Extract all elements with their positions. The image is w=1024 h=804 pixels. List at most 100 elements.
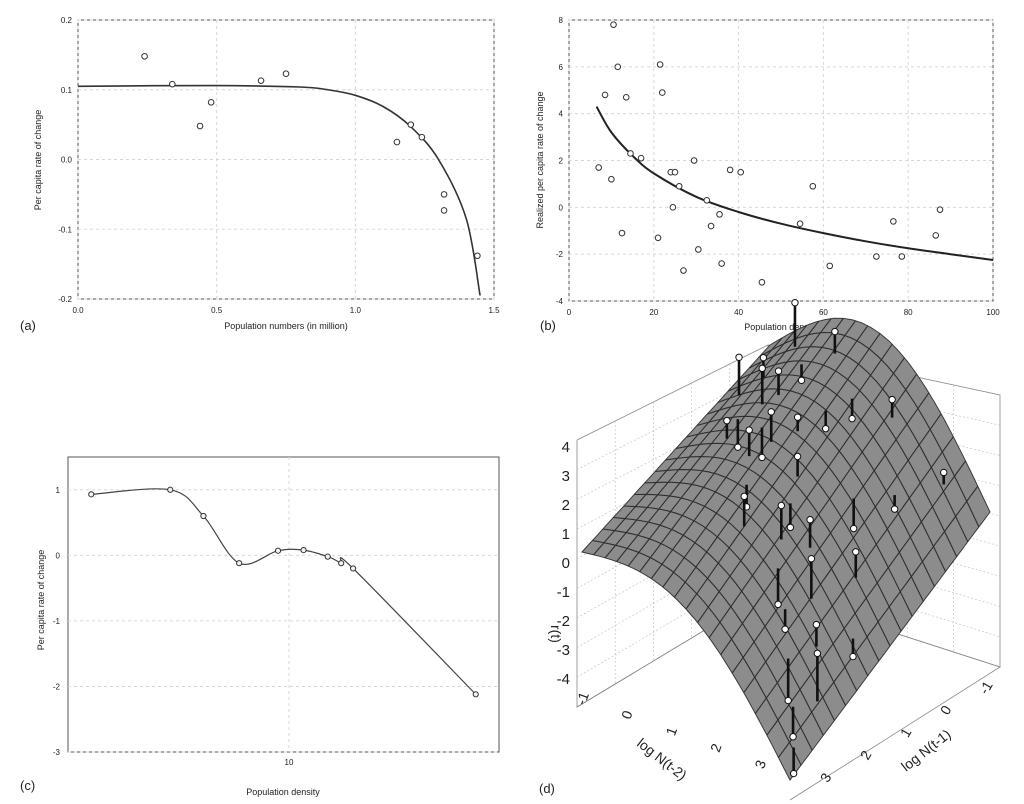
observation-point bbox=[758, 453, 766, 462]
data-point bbox=[601, 91, 609, 99]
x-tick-label: 60 bbox=[819, 308, 828, 317]
data-point bbox=[324, 553, 331, 560]
observation-point bbox=[806, 516, 814, 524]
fit-curve bbox=[77, 84, 481, 296]
data-point bbox=[703, 197, 711, 204]
observation-point bbox=[734, 443, 742, 451]
x-tick-label: 1.0 bbox=[350, 306, 362, 315]
y-tick-label: 3 bbox=[817, 770, 835, 785]
z-tick-label: -4 bbox=[557, 671, 570, 688]
observation-point bbox=[890, 505, 899, 513]
data-point bbox=[610, 21, 617, 28]
data-point bbox=[654, 234, 662, 242]
observation-point bbox=[786, 523, 795, 532]
data-point bbox=[669, 204, 677, 211]
y-tick-label: -4 bbox=[556, 297, 564, 306]
panel-label: (c) bbox=[20, 778, 35, 793]
observation-point bbox=[849, 652, 857, 661]
data-point bbox=[88, 491, 95, 498]
data-point bbox=[141, 52, 148, 60]
data-point bbox=[658, 89, 666, 96]
observation-point bbox=[940, 468, 948, 477]
x-tick-label: 100 bbox=[986, 308, 1000, 317]
data-point bbox=[680, 267, 687, 274]
data-point bbox=[690, 157, 698, 164]
panel-d: 4 3 2 1 0 -1 -2 -3 -4 -1 0 1 2 3 -1 0 1 2 3 r(t) log N(t… bbox=[539, 299, 1001, 801]
x-tick-label: 10 bbox=[285, 758, 294, 767]
wall-gridline bbox=[576, 536, 769, 648]
data-point bbox=[796, 220, 804, 228]
observation-point bbox=[774, 367, 783, 375]
y-tick-label: 2 bbox=[857, 747, 875, 762]
data-point bbox=[440, 207, 448, 214]
observation-point bbox=[831, 327, 839, 336]
y-tick-label: 1 bbox=[897, 725, 915, 740]
x-tick-label: 1 bbox=[662, 725, 680, 738]
gridlines bbox=[68, 457, 499, 753]
data-point bbox=[474, 252, 481, 260]
data-point bbox=[637, 154, 645, 162]
x-axis-label: Population density bbox=[744, 322, 818, 332]
x-tick-label: 20 bbox=[649, 308, 658, 317]
observation-point bbox=[793, 452, 802, 461]
observation-point bbox=[812, 620, 821, 629]
observation-point bbox=[849, 524, 858, 533]
observation-point bbox=[793, 413, 802, 421]
mesh-line bbox=[766, 460, 967, 736]
data-point bbox=[718, 260, 725, 267]
data-point bbox=[675, 182, 683, 190]
y-tick-label: 4 bbox=[559, 110, 564, 119]
y-tick-label: -1 bbox=[53, 617, 61, 626]
observation-point bbox=[740, 492, 748, 501]
mesh-line bbox=[738, 360, 958, 557]
mesh-line bbox=[748, 346, 969, 543]
observation-point bbox=[789, 769, 798, 778]
data-point bbox=[614, 63, 622, 71]
observation-point bbox=[813, 649, 822, 658]
data-point bbox=[936, 206, 944, 213]
data-point bbox=[898, 253, 906, 260]
data-point bbox=[716, 211, 723, 218]
mesh-line bbox=[778, 485, 979, 758]
observation-point bbox=[807, 555, 816, 563]
fitted-surface bbox=[581, 317, 991, 781]
observation-point bbox=[848, 414, 856, 423]
z-tick-label: -2 bbox=[557, 613, 570, 630]
observation-point bbox=[767, 408, 775, 416]
observation-point bbox=[723, 416, 731, 425]
z-tick-label: 0 bbox=[562, 555, 570, 572]
observation-point bbox=[789, 733, 797, 741]
observation-point bbox=[821, 424, 830, 433]
x-tick-label: 1.5 bbox=[488, 306, 500, 315]
observation-point bbox=[774, 600, 782, 609]
data-point bbox=[338, 560, 345, 567]
panel-a: 0.0 0.5 1.0 1.5 0.2 0.1 0.0 -0.1 -0.2 Population… bbox=[20, 16, 500, 333]
data-point bbox=[932, 232, 940, 239]
z-axis-label: r(t) bbox=[548, 625, 564, 643]
data-point bbox=[695, 246, 702, 253]
y-tick-label: -2 bbox=[556, 250, 564, 259]
observation-point bbox=[781, 625, 789, 633]
gridlines bbox=[568, 19, 994, 302]
data-point bbox=[407, 121, 415, 128]
tick-labels: 0.0 0.5 1.0 1.5 0.2 0.1 0.0 -0.1 -0.2 bbox=[58, 16, 500, 315]
data-point bbox=[440, 191, 448, 198]
x-tick-label: -1 bbox=[573, 690, 592, 707]
data-point bbox=[300, 546, 307, 554]
data-points bbox=[595, 21, 944, 286]
data-point bbox=[257, 77, 265, 84]
observation-point bbox=[797, 376, 806, 385]
observation-point bbox=[758, 364, 766, 373]
data-point bbox=[671, 168, 679, 176]
data-point bbox=[890, 218, 897, 225]
panel-label: (b) bbox=[540, 318, 556, 333]
y-tick-label: 0.1 bbox=[61, 86, 73, 95]
y-axis-label: Per capita rate of change bbox=[33, 110, 43, 211]
data-point bbox=[873, 253, 880, 260]
y-tick-label: 2 bbox=[559, 157, 564, 166]
gridlines bbox=[77, 19, 495, 300]
